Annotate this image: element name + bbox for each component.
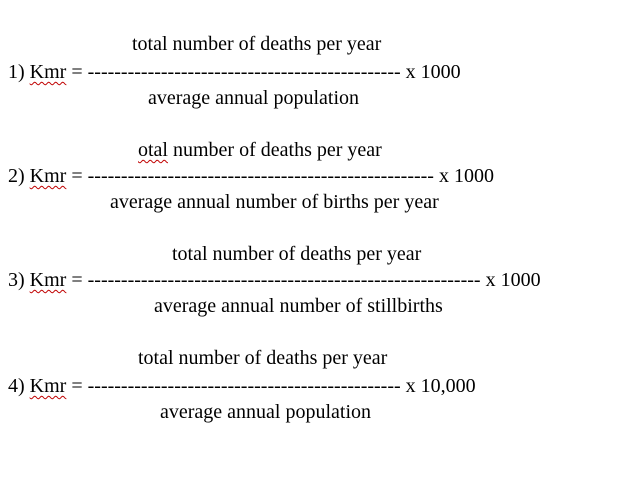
formula-2-multiplier: x 1000 [438,165,494,187]
formula-1-term: Kmr [29,61,67,83]
formula-2-index: 2) [8,165,25,187]
formula-2-denominator: average annual number of births per year [110,190,439,214]
formula-2-dashes: ----------------------------------------… [87,165,434,187]
formula-3-term: Kmr [29,269,67,291]
formula-1-denominator: average annual population [148,86,359,110]
formula-3-equals: = [71,269,83,291]
formula-1-index: 1) [8,61,25,83]
formula-3-dashes: ----------------------------------------… [87,269,481,291]
formula-2-numerator-prefix: otal [138,139,168,161]
formula-3-multiplier: x 1000 [485,269,541,291]
formula-3-index: 3) [8,269,25,291]
formula-2-numerator-text: number of deaths per year [168,139,382,161]
formula-4-dashes: ----------------------------------------… [87,375,401,397]
formula-3: total number of deaths per year 3) Kmr =… [0,242,640,322]
formula-2-equals: = [71,165,83,187]
formula-2-numerator: otal number of deaths per year [138,138,382,162]
formula-2-line: 2) Kmr = -------------------------------… [8,164,494,188]
formula-3-numerator-text: total number of deaths per year [172,243,422,265]
formula-1-equals: = [71,61,83,83]
formula-4-term: Kmr [29,375,67,397]
formula-4-denominator: average annual population [160,400,371,424]
formula-1-numerator-text: total number of deaths per year [132,33,382,55]
formula-1-line: 1) Kmr = -------------------------------… [8,60,461,84]
formula-4-denominator-text: average annual population [160,401,372,423]
formula-1: total number of deaths per year 1) Kmr =… [0,32,640,112]
formula-4-equals: = [71,375,83,397]
formula-2: otal number of deaths per year 2) Kmr = … [0,138,640,218]
formula-3-numerator: total number of deaths per year [172,242,421,266]
formula-1-dashes: ----------------------------------------… [87,61,401,83]
formula-3-denominator-text: average annual number of stillbirths [154,295,443,317]
formula-4-numerator-text: total number of deaths per year [138,347,388,369]
formula-4-numerator: total number of deaths per year [138,346,387,370]
formula-2-term: Kmr [29,165,67,187]
formula-3-line: 3) Kmr = -------------------------------… [8,268,541,292]
formula-4: total number of deaths per year 4) Kmr =… [0,346,640,426]
formula-2-denominator-text: average annual number of births per year [110,191,439,213]
formula-1-numerator: total number of deaths per year [132,32,381,56]
formula-3-denominator: average annual number of stillbirths [154,294,443,318]
formula-4-line: 4) Kmr = -------------------------------… [8,374,476,398]
formula-1-denominator-text: average annual population [148,87,360,109]
formula-1-multiplier: x 1000 [405,61,461,83]
formula-4-index: 4) [8,375,25,397]
formula-4-multiplier: x 10,000 [405,375,476,397]
